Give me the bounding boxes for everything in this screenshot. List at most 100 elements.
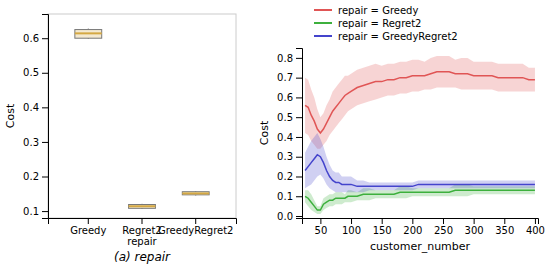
tick: 0.1 bbox=[277, 191, 302, 202]
tick: GreedyRegret2 bbox=[158, 218, 234, 236]
tick: Greedy bbox=[70, 218, 106, 236]
tick: 50 bbox=[315, 218, 328, 236]
tick-mark bbox=[42, 38, 48, 39]
axis: 0.0 0.1 0.2 0.3 0.4 0.5 0.6 0.7 0.8 bbox=[277, 49, 302, 222]
tick-label: 0.3 bbox=[277, 151, 293, 162]
tick-label: 400 bbox=[526, 225, 545, 236]
tick-label: Greedy bbox=[70, 225, 106, 236]
box bbox=[129, 204, 156, 209]
line bbox=[305, 155, 535, 187]
axis-title: Cost bbox=[4, 103, 17, 128]
tick-mark bbox=[296, 216, 302, 217]
tick-mark bbox=[382, 218, 383, 224]
median bbox=[129, 205, 156, 207]
tick-mark bbox=[296, 176, 302, 177]
tick-label: 0.2 bbox=[23, 171, 39, 182]
tick-label: GreedyRegret2 bbox=[158, 225, 234, 236]
box bbox=[75, 29, 102, 39]
plot-area bbox=[305, 56, 535, 214]
axis-line bbox=[49, 219, 237, 225]
tick-label: 0.4 bbox=[23, 102, 39, 113]
tick: 100 bbox=[342, 218, 361, 236]
tick-label: 0.6 bbox=[277, 92, 293, 103]
tick: 0.3 bbox=[23, 137, 48, 148]
tick-label: 0.8 bbox=[277, 53, 293, 64]
axis-line bbox=[42, 15, 49, 219]
axis-line bbox=[296, 49, 303, 219]
legend-swatch bbox=[314, 22, 332, 24]
median bbox=[182, 192, 209, 194]
tick-mark bbox=[351, 218, 352, 224]
tick: 0.8 bbox=[277, 53, 302, 64]
tick-mark bbox=[88, 218, 89, 224]
tick: 0.7 bbox=[277, 72, 302, 83]
line bbox=[305, 190, 535, 210]
tick-mark bbox=[296, 117, 302, 118]
plot-frame bbox=[48, 14, 236, 218]
tick: 150 bbox=[373, 218, 392, 236]
tick-mark bbox=[296, 196, 302, 197]
tick: 400 bbox=[526, 218, 545, 236]
tick-mark bbox=[535, 218, 536, 224]
tick-label: 0.1 bbox=[277, 191, 293, 202]
axis: 0.1 0.2 0.3 0.4 0.5 0.6 bbox=[23, 15, 48, 219]
tick-label: 0.3 bbox=[23, 137, 39, 148]
tick-mark bbox=[142, 218, 143, 224]
legend-swatch bbox=[314, 35, 332, 37]
tick-mark bbox=[42, 142, 48, 143]
tick-mark bbox=[296, 97, 302, 98]
tick: 200 bbox=[403, 218, 422, 236]
axis-title: Cost bbox=[258, 120, 271, 145]
tick-label: Regret2repair bbox=[122, 225, 161, 247]
caption: (a) repair bbox=[114, 250, 171, 264]
legend: repair = Greedy repair = Regret2 repair = … bbox=[314, 5, 458, 42]
tick: 0.2 bbox=[23, 171, 48, 182]
tick-mark bbox=[296, 137, 302, 138]
tick: 0.3 bbox=[277, 151, 302, 162]
tick-label: 150 bbox=[373, 225, 392, 236]
axis-title: customer_number bbox=[370, 240, 471, 253]
tick: 0.5 bbox=[23, 67, 48, 78]
tick: 300 bbox=[465, 218, 484, 236]
tick: 0.4 bbox=[23, 102, 48, 113]
tick-mark bbox=[443, 218, 444, 224]
tick: 350 bbox=[495, 218, 514, 236]
median bbox=[75, 32, 102, 34]
tick-label: 0.0 bbox=[277, 211, 293, 222]
tick-mark bbox=[296, 58, 302, 59]
tick: 0.1 bbox=[23, 206, 48, 217]
tick-label: 0.6 bbox=[23, 33, 39, 44]
tick: 0.6 bbox=[277, 92, 302, 103]
legend-item: repair = Greedy bbox=[314, 5, 418, 16]
box-body bbox=[129, 205, 156, 209]
tick-label: 0.4 bbox=[277, 132, 293, 143]
band bbox=[305, 133, 535, 192]
tick: 0.4 bbox=[277, 132, 302, 143]
tick-label: 100 bbox=[342, 225, 361, 236]
legend-label: repair = GreedyRegret2 bbox=[338, 31, 458, 42]
tick-mark bbox=[412, 218, 413, 224]
tick-mark bbox=[42, 73, 48, 74]
tick: 0.5 bbox=[277, 112, 302, 123]
plot-area bbox=[75, 29, 209, 209]
tick-label: 0.2 bbox=[277, 171, 293, 182]
tick-label: 350 bbox=[495, 225, 514, 236]
legend-label: repair = Regret2 bbox=[338, 18, 421, 29]
tick: 0.6 bbox=[23, 33, 48, 44]
tick-label: 0.7 bbox=[277, 72, 293, 83]
legend-item: repair = GreedyRegret2 bbox=[314, 31, 458, 42]
tick-mark bbox=[320, 218, 321, 224]
tick-label: 0.5 bbox=[277, 112, 293, 123]
legend-item: repair = Regret2 bbox=[314, 18, 421, 29]
tick-mark bbox=[296, 157, 302, 158]
tick-label: 0.5 bbox=[23, 67, 39, 78]
line bbox=[305, 72, 535, 133]
tick: Regret2repair bbox=[122, 218, 161, 247]
chart: GreedyRegret2repairGreedyRegret20.10.20.… bbox=[0, 0, 548, 266]
axis: 50100150200250300350400 bbox=[303, 218, 545, 236]
tick: 0.2 bbox=[277, 171, 302, 182]
axis: Greedy Regret2repairGreedyRegret2 bbox=[49, 218, 237, 247]
tick-mark bbox=[296, 78, 302, 79]
box-body bbox=[182, 192, 209, 195]
box-body bbox=[75, 30, 102, 39]
